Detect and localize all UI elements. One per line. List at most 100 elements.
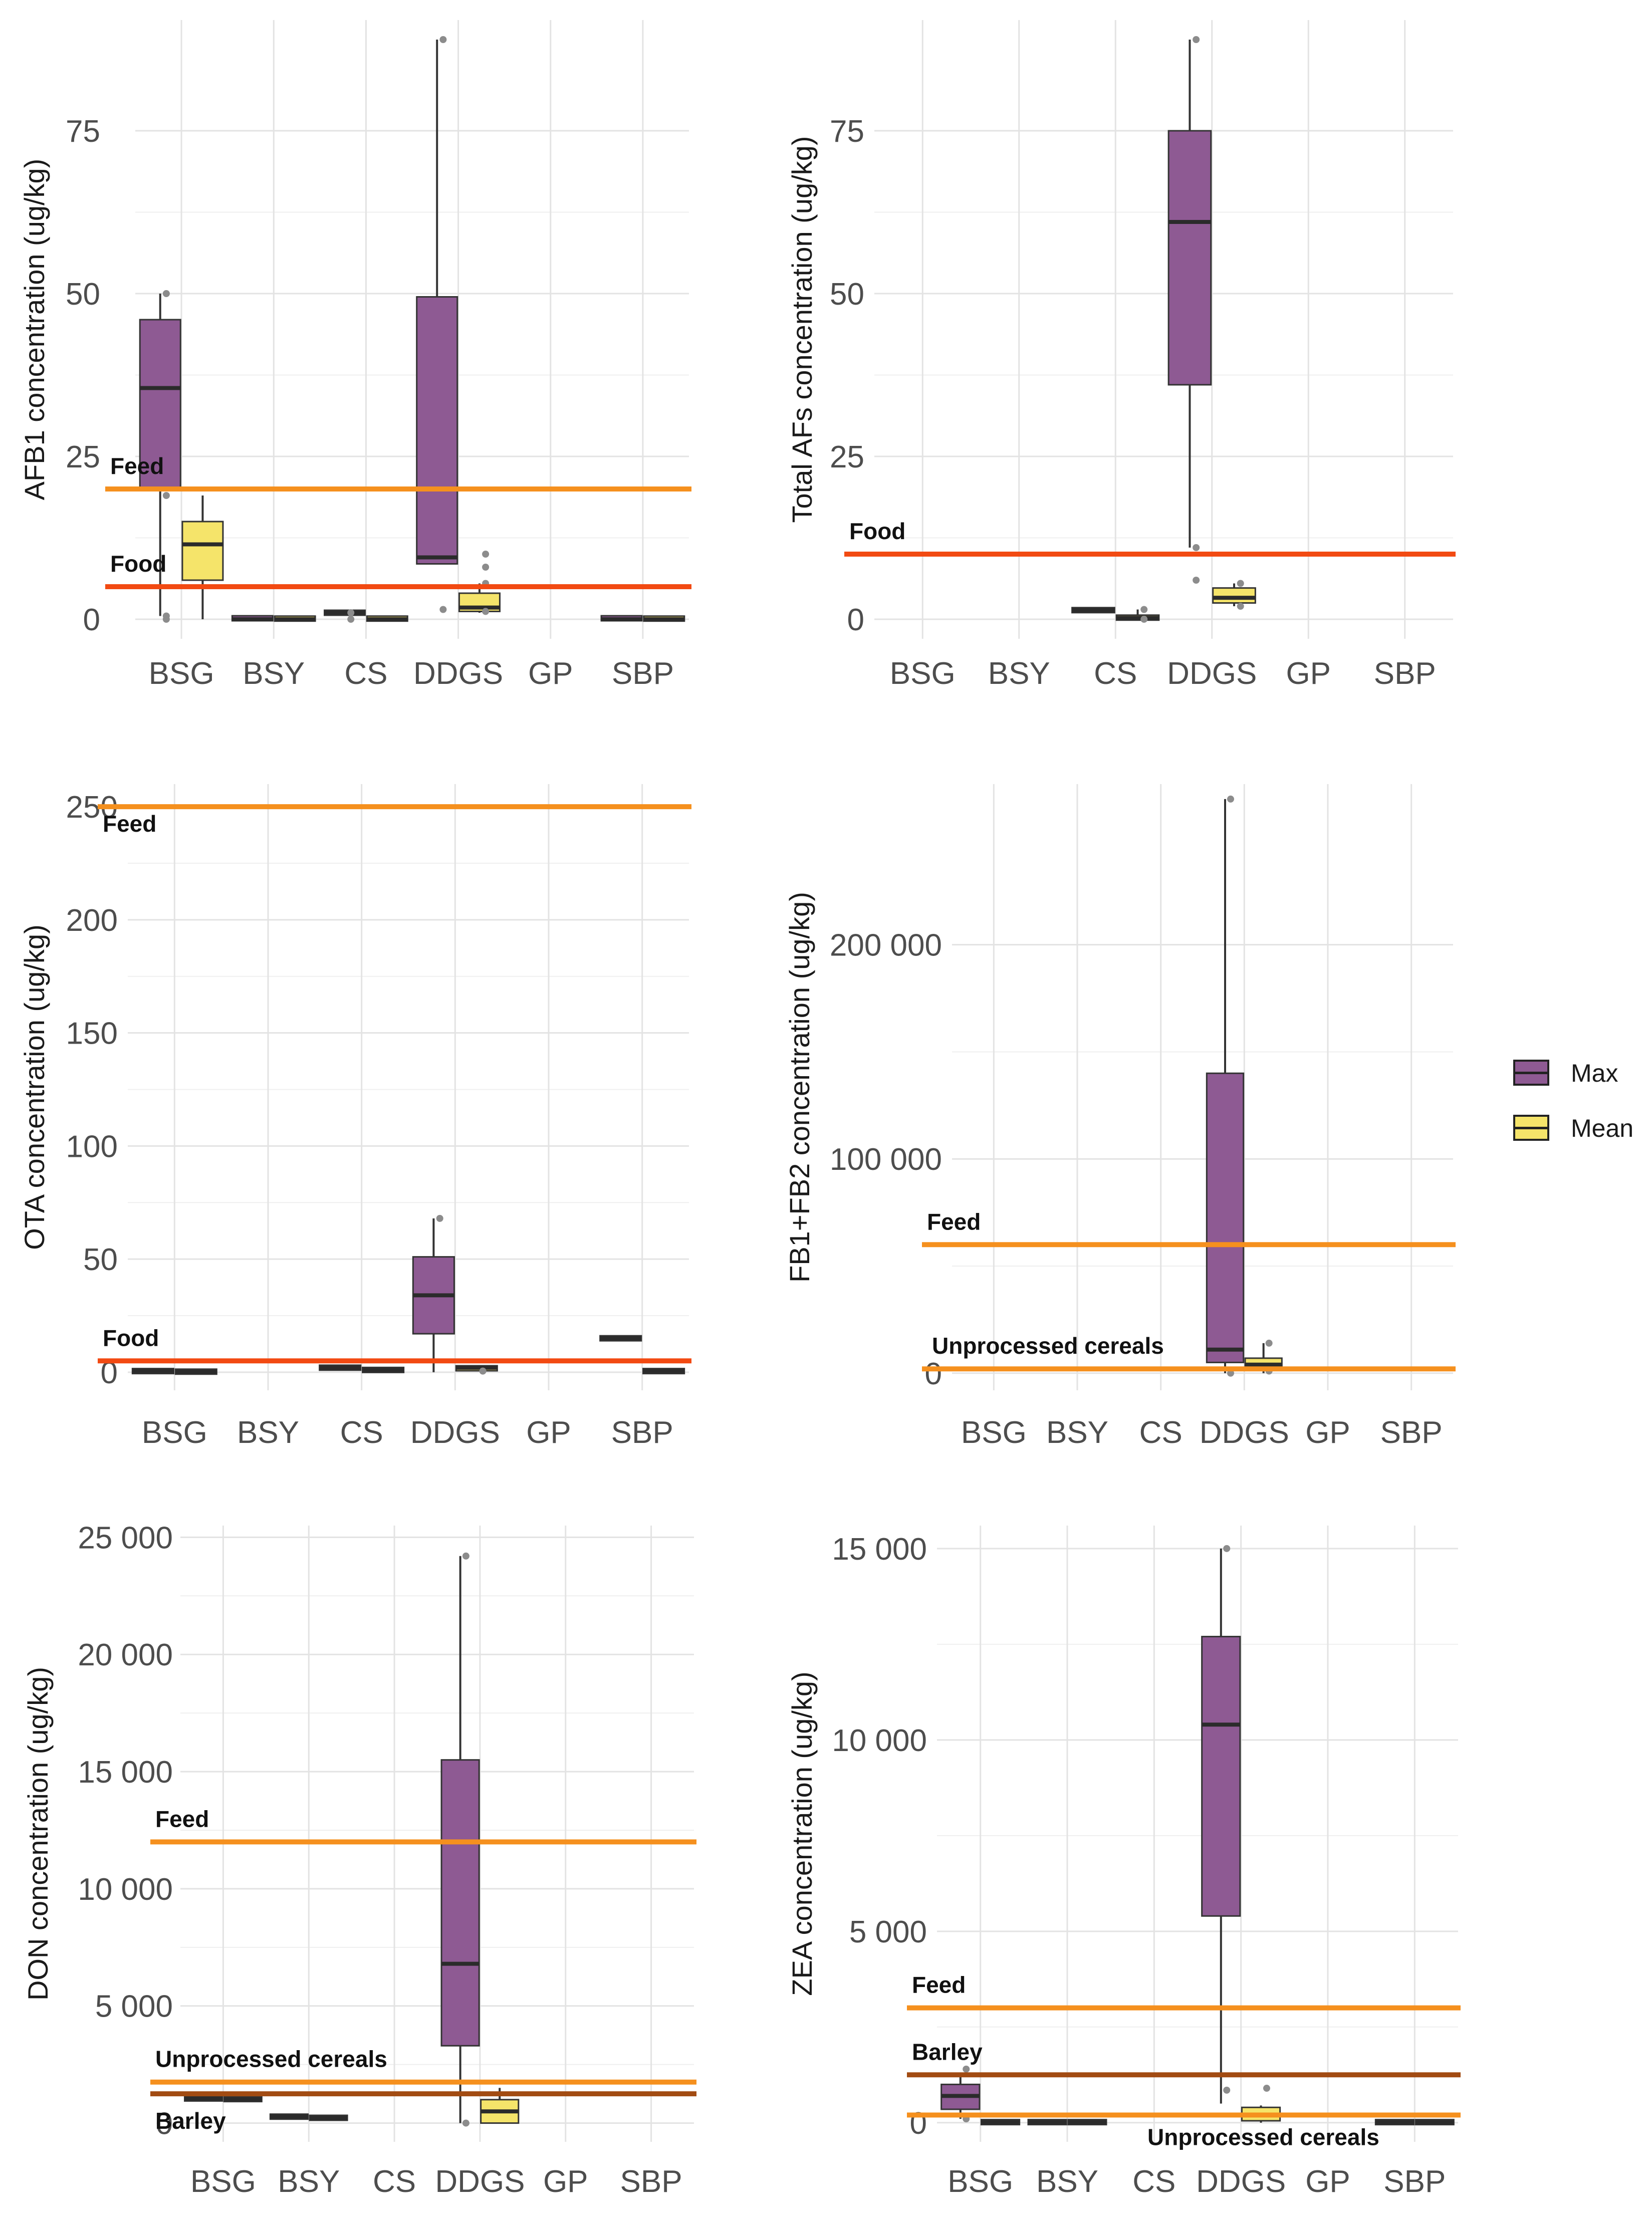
legend-label-mean: Mean <box>1571 1114 1634 1142</box>
x-tick-label-sbp: SBP <box>1374 656 1436 691</box>
threshold-label-feed: Feed <box>110 453 164 479</box>
box-max-sbp <box>1374 2119 1415 2126</box>
legend: Max Mean <box>1503 1055 1648 1155</box>
y-tick-label: 50 <box>66 277 100 312</box>
y-tick-label: 0 <box>847 603 864 637</box>
outlier-point <box>1265 1339 1273 1347</box>
outlier-point <box>439 36 447 43</box>
outlier-point <box>162 616 170 623</box>
x-tick-label-cs: CS <box>1094 656 1137 691</box>
x-tick-label-gp: GP <box>528 656 573 691</box>
box-max-ddgs <box>1206 795 1245 1377</box>
threshold-label-feed: Feed <box>103 811 156 837</box>
panel-don: 0 5 000 10 000 15 000 20 000 25 000 BSG BSY CS DD… <box>22 1521 696 2199</box>
box-mean-bsg <box>980 2119 1021 2126</box>
box-mean-bsy <box>309 2114 348 2121</box>
x-tick-label-cs: CS <box>344 656 387 691</box>
legend-key-mean-median <box>1513 1127 1549 1129</box>
legend-label-max: Max <box>1571 1059 1618 1087</box>
box-max-cs <box>324 609 366 623</box>
x-tick-label-cs: CS <box>340 1415 383 1450</box>
box-mean-cs <box>362 1366 405 1373</box>
box-max-cs <box>319 1364 362 1371</box>
y-tick-label: 5 000 <box>849 1915 927 1949</box>
outlier-point <box>1223 1545 1231 1552</box>
outlier-point <box>1237 603 1244 610</box>
box-max-ddgs <box>1201 1545 1241 2104</box>
y-tick-label: 5 000 <box>95 1990 173 2024</box>
x-tick-label-sbp: SBP <box>1383 2164 1446 2199</box>
y-tick-label: 200 000 <box>830 928 942 963</box>
y-tick-label: 200 <box>66 903 118 938</box>
outlier-point <box>482 564 490 571</box>
outlier-point <box>1193 544 1200 551</box>
y-tick-label: 75 <box>66 114 100 149</box>
x-tick-label-bsy: BSY <box>1036 2164 1098 2199</box>
y-tick-label: 0 <box>83 603 100 637</box>
outlier-point <box>1237 580 1244 587</box>
y-tick-label: 0 <box>910 2106 927 2141</box>
panel-zea: 0 5 000 10 000 15 000 BSG BSY CS DDGS GP SBP ZEA c… <box>786 1526 1461 2199</box>
panel-fb: 0 100 000 200 000 BSG BSY CS DDGS GP SBP FB1+FB2 … <box>784 784 1456 1450</box>
x-tick-label-sbp: SBP <box>620 2164 682 2199</box>
box-max-ddgs <box>412 1214 455 1372</box>
x-tick-label-bsy: BSY <box>988 656 1050 691</box>
outlier-point <box>439 606 447 613</box>
box-max-bsg <box>139 290 181 623</box>
outlier-point <box>1227 1369 1234 1377</box>
outlier-point <box>482 551 490 558</box>
panel-afb1: 0 25 50 75 BSG BSY CS DDGS GP SBP AFB1 concentrati… <box>19 20 691 691</box>
box-max-sbp <box>600 615 643 622</box>
box-mean-sbp <box>642 1368 685 1375</box>
box-max-bsy <box>269 2113 309 2120</box>
outlier-point <box>1193 577 1200 584</box>
y-tick-label: 100 000 <box>830 1142 942 1177</box>
box-body <box>181 521 224 581</box>
box-max-bsg <box>184 2095 223 2102</box>
x-tick-label-sbp: SBP <box>611 1415 673 1450</box>
box-max-bsg <box>131 1368 174 1375</box>
x-tick-label-sbp: SBP <box>612 656 674 691</box>
x-tick-label-cs: CS <box>1132 2164 1175 2199</box>
outlier-point <box>162 492 170 499</box>
x-tick-label-gp: GP <box>543 2164 588 2199</box>
y-tick-label: 20 000 <box>78 1638 173 1672</box>
outlier-point <box>162 290 170 297</box>
threshold-label-feed: Feed <box>155 1806 209 1832</box>
y-axis-title: OTA concentration (ug/kg) <box>19 924 50 1250</box>
y-axis-title: FB1+FB2 concentration (ug/kg) <box>784 892 815 1283</box>
threshold-label-unprocessed-cereals: Unprocessed cereals <box>155 2046 387 2072</box>
y-tick-label: 0 <box>925 1357 942 1391</box>
outlier-point <box>1193 36 1200 43</box>
x-tick-label-gp: GP <box>1305 2164 1350 2199</box>
y-tick-label: 100 <box>66 1129 118 1164</box>
box-body <box>416 296 458 565</box>
x-tick-label-bsy: BSY <box>243 656 305 691</box>
legend-key-max-median <box>1513 1072 1549 1074</box>
outlier-point <box>482 608 490 615</box>
box-body <box>1201 1636 1241 1917</box>
x-tick-label-bsg: BSG <box>149 656 214 691</box>
box-mean-ddgs <box>458 551 501 615</box>
x-tick-label-gp: GP <box>1305 1415 1350 1450</box>
box-max-cs <box>1071 607 1115 614</box>
panel-total_afs: 0 25 50 75 BSG BSY CS DDGS GP SBP Total AFs concen… <box>786 20 1456 691</box>
y-tick-label: 25 <box>66 440 100 474</box>
box-mean-bsg <box>174 1368 217 1375</box>
y-axis-title: AFB1 concentration (ug/kg) <box>19 159 50 501</box>
y-tick-label: 10 000 <box>832 1723 927 1758</box>
y-axis-title: ZEA concentration (ug/kg) <box>786 1671 818 1996</box>
outlier-point <box>1140 616 1148 623</box>
box-mean-bsy <box>274 615 316 622</box>
outlier-point <box>963 2065 970 2073</box>
box-mean-ddgs <box>1212 580 1256 610</box>
outlier-point <box>436 1214 443 1222</box>
x-tick-label-bsy: BSY <box>278 2164 340 2199</box>
y-tick-label: 15 000 <box>78 1755 173 1790</box>
y-axis-title: Total AFs concentration (ug/kg) <box>786 136 818 523</box>
threshold-label-feed: Feed <box>912 1972 966 1998</box>
threshold-label-food: Food <box>103 1325 159 1351</box>
box-max-ddgs <box>416 36 458 613</box>
x-tick-label-ddgs: DDGS <box>435 2164 525 2199</box>
